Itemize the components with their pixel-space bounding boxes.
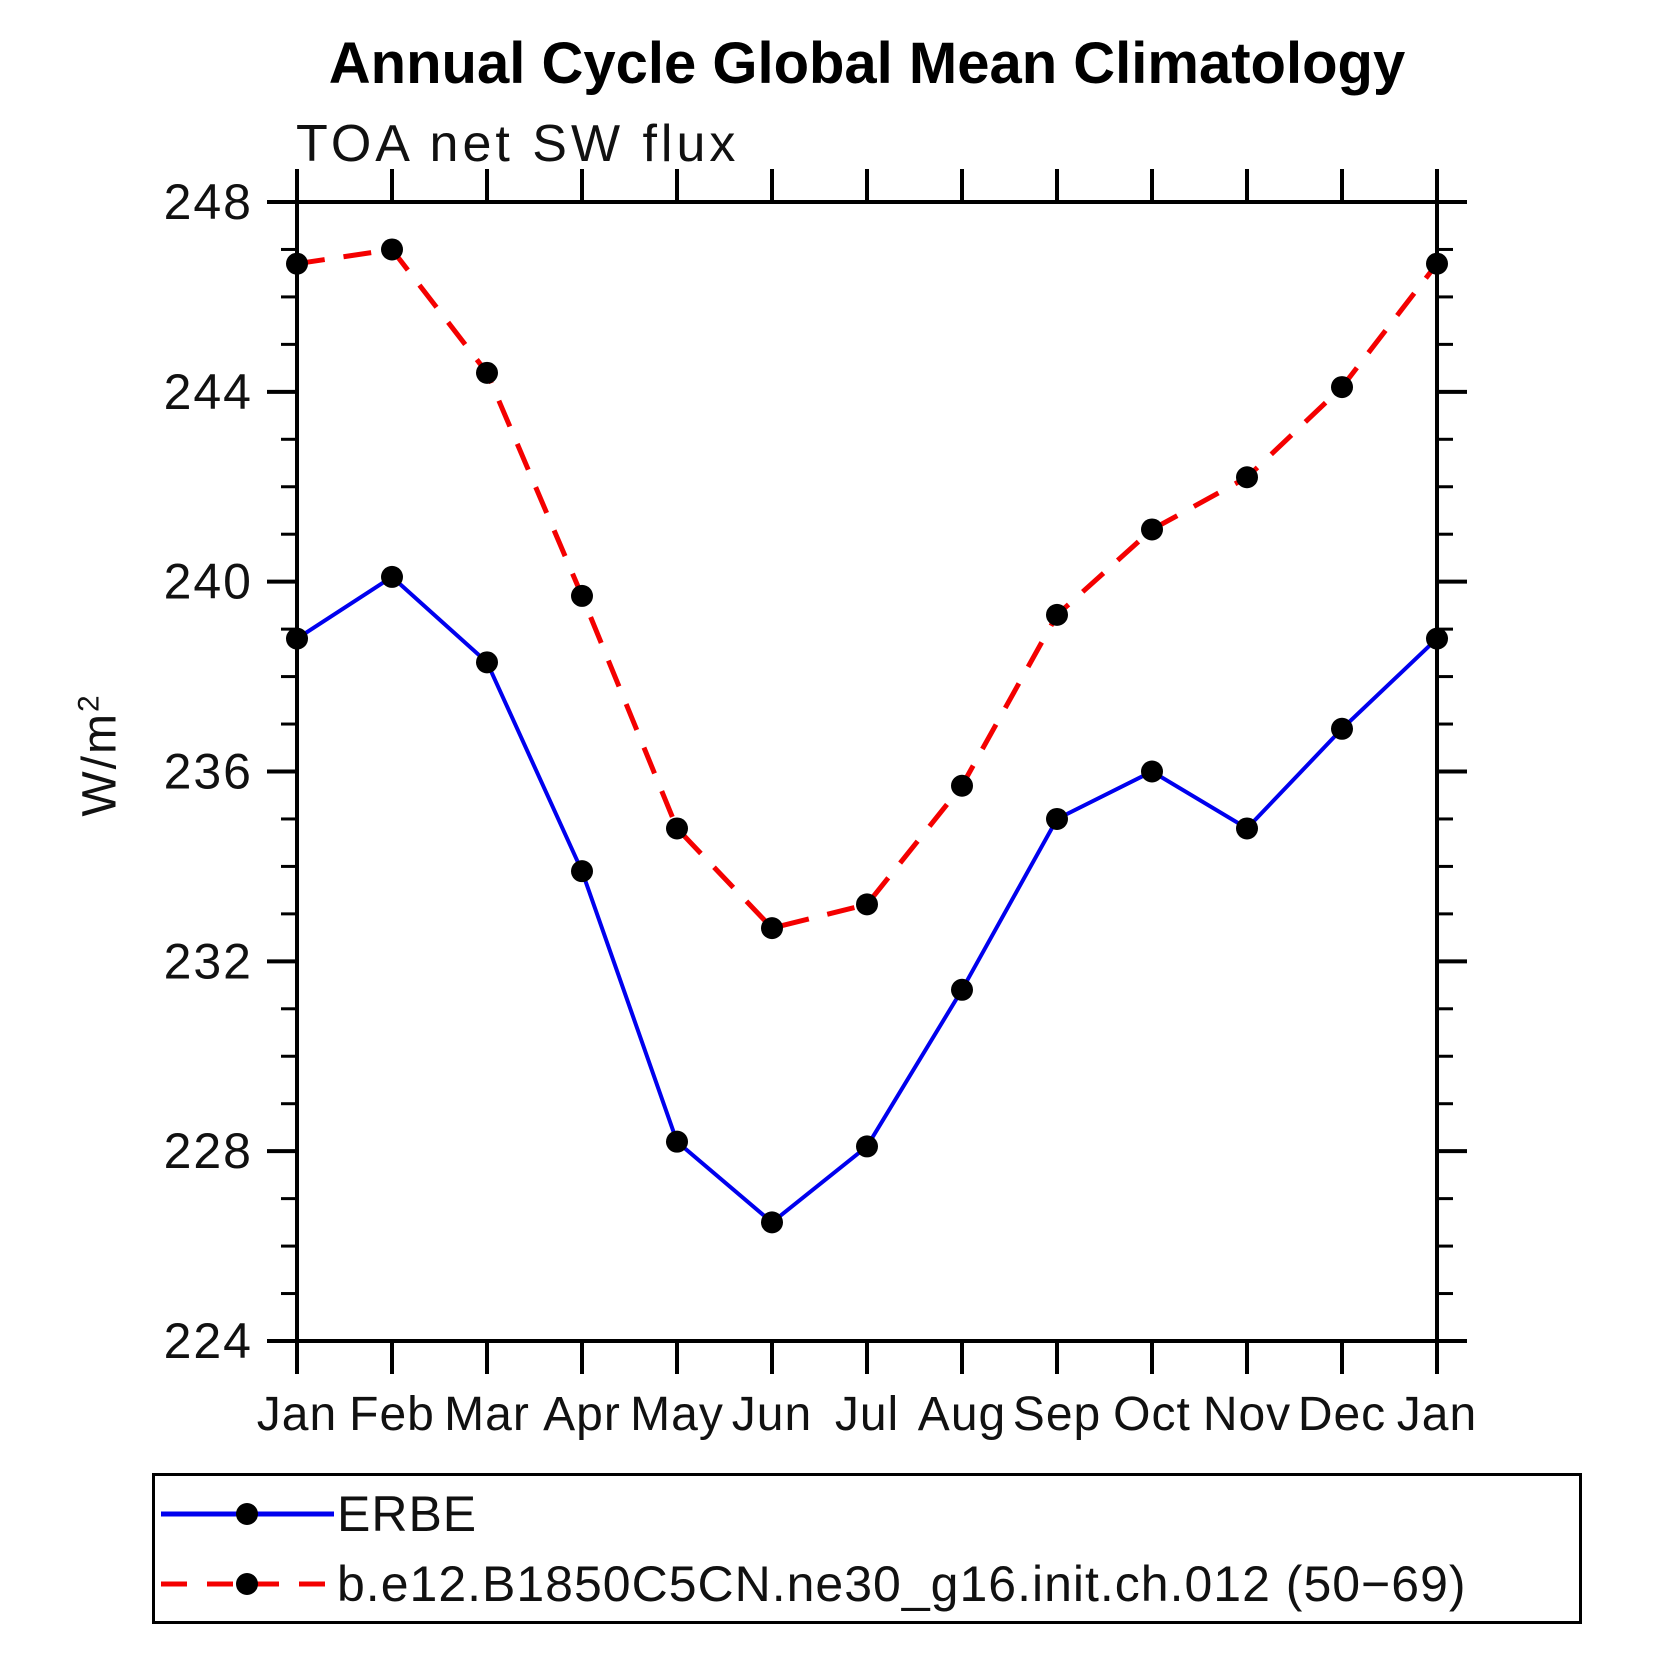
series-line-model bbox=[296, 246, 1439, 931]
data-point-marker bbox=[666, 1130, 688, 1153]
data-point-marker bbox=[381, 238, 403, 261]
legend-label-erbe: ERBE bbox=[337, 1486, 478, 1542]
x-tick-label: Jun bbox=[732, 1388, 812, 1441]
legend-line-erbe-sample bbox=[161, 1503, 334, 1525]
legend-marker-erbe-icon bbox=[236, 1503, 258, 1525]
data-point-marker bbox=[1426, 252, 1448, 275]
x-tick-label: Jul bbox=[835, 1388, 899, 1441]
x-tick-label: Jan bbox=[257, 1388, 337, 1441]
data-point-marker bbox=[286, 252, 308, 275]
page-title: Annual Cycle Global Mean Climatology bbox=[328, 31, 1406, 96]
data-point-marker bbox=[761, 917, 783, 940]
data-point-marker bbox=[476, 651, 498, 674]
legend-item-model: b.e12.B1850C5CN.ne30_g16.init.ch.012 (50… bbox=[159, 1554, 1467, 1614]
chart-subtitle: TOA net SW flux bbox=[296, 115, 740, 173]
x-tick-label: Apr bbox=[543, 1388, 621, 1441]
legend-label-model: b.e12.B1850C5CN.ne30_g16.init.ch.012 (50… bbox=[337, 1556, 1467, 1612]
data-point-marker bbox=[856, 893, 878, 916]
y-axis-unit-label: W/m2 bbox=[73, 693, 128, 816]
data-point-marker bbox=[381, 565, 403, 588]
data-point-marker bbox=[1046, 807, 1068, 830]
data-point-marker bbox=[1141, 518, 1163, 541]
data-point-marker bbox=[951, 978, 973, 1001]
x-tick-label: Oct bbox=[1113, 1388, 1191, 1441]
y-tick-label: 224 bbox=[164, 1313, 253, 1369]
data-point-marker bbox=[1331, 717, 1353, 740]
data-point-marker bbox=[1046, 603, 1068, 626]
y-tick-label: 232 bbox=[164, 933, 253, 989]
y-tick-label: 248 bbox=[164, 174, 253, 230]
x-tick-label: Nov bbox=[1203, 1388, 1291, 1441]
y-tick-label: 236 bbox=[164, 744, 253, 800]
y-axis-unit-exponent: 2 bbox=[72, 693, 106, 713]
data-point-marker bbox=[761, 1211, 783, 1234]
data-point-marker bbox=[286, 627, 308, 650]
legend-box: ERBE b.e12.B1850C5CN.ne30_g16.init.ch.01… bbox=[152, 1473, 1582, 1624]
x-tick-label: May bbox=[630, 1388, 724, 1441]
data-point-marker bbox=[1236, 817, 1258, 840]
data-point-marker bbox=[1331, 376, 1353, 399]
legend-item-erbe: ERBE bbox=[159, 1484, 477, 1544]
data-point-marker bbox=[476, 361, 498, 384]
data-point-marker bbox=[951, 774, 973, 797]
data-point-marker bbox=[1141, 760, 1163, 783]
y-tick-label: 228 bbox=[164, 1123, 253, 1179]
data-point-marker bbox=[571, 584, 593, 607]
y-tick-label: 240 bbox=[164, 554, 253, 610]
y-axis-unit-base: W/m bbox=[73, 712, 127, 817]
legend-marker-model-icon bbox=[236, 1573, 258, 1595]
y-tick-label: 244 bbox=[164, 364, 253, 420]
x-tick-label: Mar bbox=[444, 1388, 530, 1441]
x-tick-label: Dec bbox=[1298, 1388, 1386, 1441]
x-tick-label: Feb bbox=[349, 1388, 435, 1441]
data-point-marker bbox=[856, 1135, 878, 1158]
data-point-marker bbox=[571, 860, 593, 883]
x-tick-label: Aug bbox=[918, 1388, 1006, 1441]
data-point-marker bbox=[666, 817, 688, 840]
x-tick-label: Jan bbox=[1397, 1388, 1477, 1441]
data-point-marker bbox=[1426, 627, 1448, 650]
data-point-marker bbox=[1236, 466, 1258, 489]
x-tick-label: Sep bbox=[1013, 1388, 1101, 1441]
legend-line-model-sample bbox=[161, 1573, 334, 1595]
